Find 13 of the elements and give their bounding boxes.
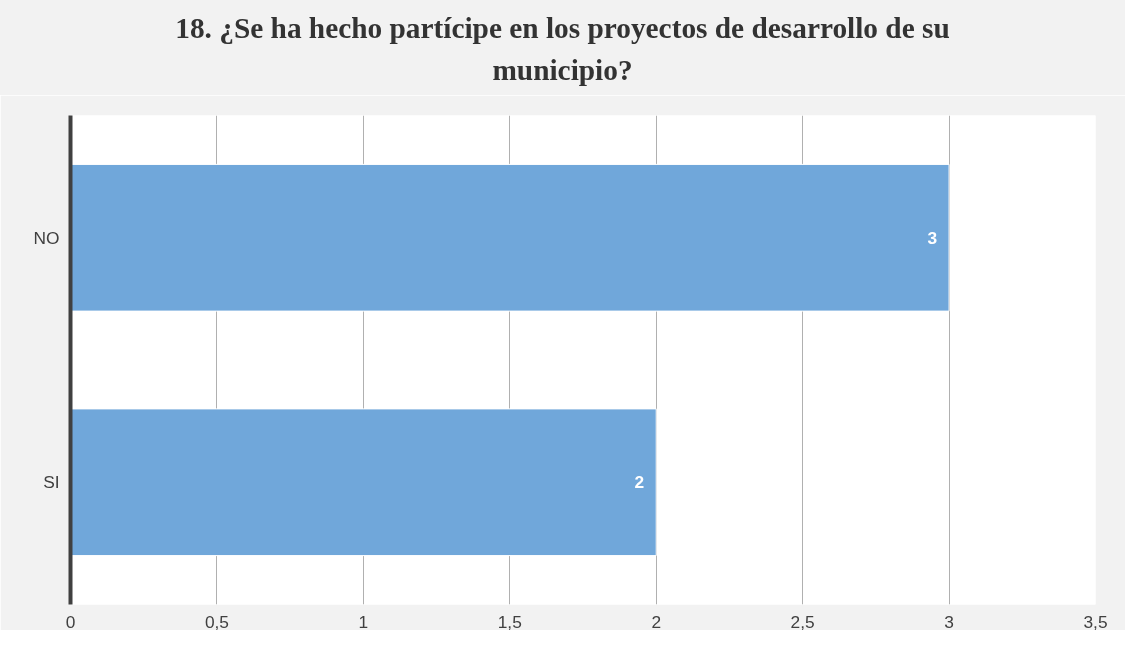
y-tick-label: SI bbox=[43, 472, 60, 493]
x-tick-label: 0,5 bbox=[204, 611, 229, 632]
chart-title: 18. ¿Se ha hecho partícipe en los proyectos de desarrollo de su municipio? bbox=[174, 11, 951, 88]
y-tick-label: NO bbox=[33, 227, 60, 248]
data-label: 3 bbox=[927, 227, 938, 248]
x-tick-label: 2 bbox=[651, 611, 662, 632]
data-label: 2 bbox=[634, 472, 645, 493]
x-tick-label: 2,5 bbox=[790, 611, 815, 632]
x-tick-label: 1,5 bbox=[497, 611, 522, 632]
x-tick-label: 3 bbox=[944, 611, 954, 632]
x-tick-label: 0 bbox=[65, 611, 76, 632]
x-tick-label: 3,5 bbox=[1083, 611, 1108, 632]
x-tick-label: 1 bbox=[358, 611, 369, 632]
